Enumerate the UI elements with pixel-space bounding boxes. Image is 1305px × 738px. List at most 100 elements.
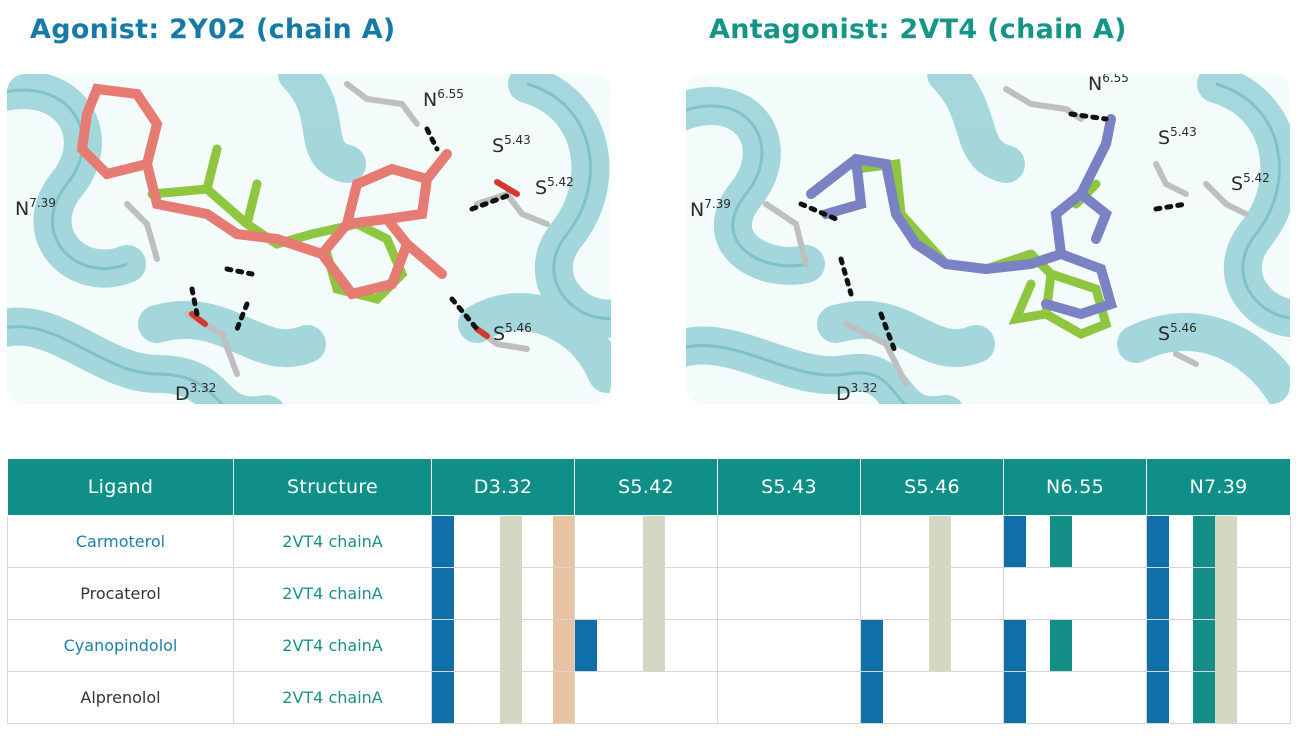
interaction-mark-teal [1193,516,1215,567]
interaction-mark-blue [432,516,454,567]
antagonist-structure-image: N6.55 S5.43 S5.42 N7.39 S5.46 D3.32 [686,74,1290,404]
agonist-label-s543: S5.43 [492,133,531,157]
interaction-mark-blue [1147,568,1169,619]
residue-cell [717,671,861,724]
ligand-name: Alprenolol [7,671,234,724]
residue-cell [431,567,575,620]
antagonist-label-n655: N6.55 [1088,74,1129,95]
structure-link[interactable]: 2VT4 chainA [233,671,432,724]
interaction-mark-sage [1215,672,1237,723]
interaction-mark-sage [500,568,522,619]
interaction-table: Ligand Structure D3.32 S5.42 S5.43 S5.46… [7,458,1291,724]
structure-link[interactable]: 2VT4 chainA [233,619,432,672]
residue-cell [1146,567,1291,620]
ligand-name[interactable]: Cyanopindolol [7,619,234,672]
header-s543: S5.43 [717,458,861,516]
residue-cell [860,567,1004,620]
interaction-mark-sage [929,620,951,671]
antagonist-label-s546: S5.46 [1158,321,1197,345]
interaction-mark-blue [1004,516,1026,567]
residue-cell [860,619,1004,672]
table-row: Carmoterol 2VT4 chainA [7,515,1291,568]
interaction-mark-sage [643,620,665,671]
header-s542: S5.42 [574,458,718,516]
interaction-mark-blue [861,620,883,671]
residue-cell [1146,671,1291,724]
interaction-mark-sage [500,672,522,723]
residue-cell [1003,567,1147,620]
agonist-label-s546: S5.46 [493,321,532,345]
residue-cell [717,515,861,568]
interaction-mark-blue [1004,672,1026,723]
interaction-mark-peach [553,620,574,671]
header-n739: N7.39 [1146,458,1291,516]
structure-link[interactable]: 2VT4 chainA [233,567,432,620]
residue-cell [1003,515,1147,568]
residue-cell [1003,671,1147,724]
antagonist-label-d332: D3.32 [836,381,877,404]
interaction-mark-peach [553,516,574,567]
antagonist-label-s542: S5.42 [1231,171,1270,195]
interaction-mark-teal [1193,568,1215,619]
table-header-row: Ligand Structure D3.32 S5.42 S5.43 S5.46… [7,458,1291,516]
agonist-panel-title: Agonist: 2Y02 (chain A) [30,14,396,45]
agonist-label-s542: S5.42 [535,175,574,199]
agonist-label-n655: N6.55 [423,87,464,111]
residue-cell [1146,515,1291,568]
agonist-label-d332: D3.32 [175,381,216,404]
interaction-mark-sage [500,516,522,567]
interaction-mark-blue [861,672,883,723]
header-ligand: Ligand [7,458,234,516]
residue-cell [574,619,718,672]
ligand-name: Procaterol [7,567,234,620]
agonist-label-n739: N7.39 [15,196,56,220]
residue-cell [717,619,861,672]
residue-cell [431,515,575,568]
interaction-mark-sage [643,516,665,567]
antagonist-label-n739: N7.39 [690,197,731,221]
interaction-mark-blue [1147,516,1169,567]
antagonist-panel-title: Antagonist: 2VT4 (chain A) [709,14,1127,45]
structure-link[interactable]: 2VT4 chainA [233,515,432,568]
interaction-mark-blue [1147,620,1169,671]
interaction-mark-sage [929,516,951,567]
header-d332: D3.32 [431,458,575,516]
residue-cell [860,515,1004,568]
residue-cell [574,671,718,724]
residue-cell [717,567,861,620]
interaction-mark-blue [575,620,597,671]
agonist-structure-image: N6.55 S5.43 S5.42 N7.39 S5.46 D3.32 [7,74,611,404]
residue-cell [431,619,575,672]
interaction-mark-blue [432,672,454,723]
interaction-mark-sage [1215,620,1237,671]
agonist-structure-svg: N6.55 S5.43 S5.42 N7.39 S5.46 D3.32 [7,74,611,404]
interaction-mark-sage [929,568,951,619]
residue-cell [574,515,718,568]
antagonist-label-s543: S5.43 [1158,125,1197,149]
header-n655: N6.55 [1003,458,1147,516]
interaction-mark-blue [432,620,454,671]
residue-cell [860,671,1004,724]
interaction-mark-blue [1147,672,1169,723]
table-row: Alprenolol 2VT4 chainA [7,671,1291,724]
table-row: Cyanopindolol 2VT4 chainA [7,619,1291,672]
residue-cell [574,567,718,620]
interaction-mark-teal [1193,620,1215,671]
interaction-mark-teal [1050,516,1072,567]
interaction-mark-blue [1004,620,1026,671]
interaction-mark-teal [1050,620,1072,671]
interaction-mark-sage [643,568,665,619]
interaction-mark-sage [500,620,522,671]
table-row: Procaterol 2VT4 chainA [7,567,1291,620]
header-structure: Structure [233,458,432,516]
interaction-mark-peach [553,568,574,619]
ligand-name[interactable]: Carmoterol [7,515,234,568]
interaction-mark-sage [1215,516,1237,567]
residue-cell [1146,619,1291,672]
interaction-mark-peach [553,672,574,723]
antagonist-structure-svg: N6.55 S5.43 S5.42 N7.39 S5.46 D3.32 [686,74,1290,404]
interaction-mark-blue [432,568,454,619]
interaction-mark-sage [1215,568,1237,619]
header-s546: S5.46 [860,458,1004,516]
residue-cell [1003,619,1147,672]
